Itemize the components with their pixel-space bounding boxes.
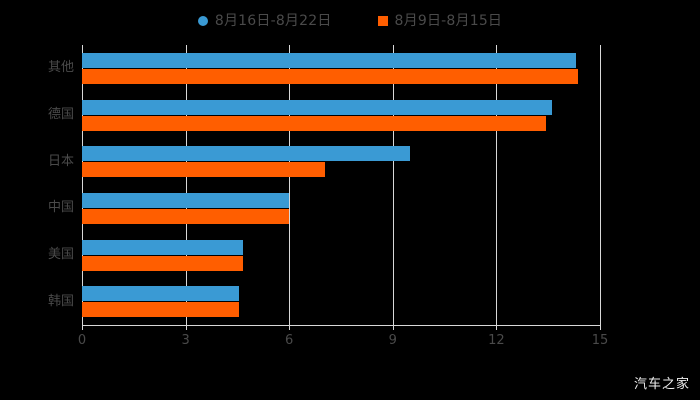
- x-tick-5: [600, 325, 601, 330]
- bar-0-series-0[interactable]: [82, 52, 576, 68]
- x-axis-label-3: 9: [388, 333, 397, 348]
- y-axis-label-3: 中国: [47, 200, 74, 216]
- legend-item-0[interactable]: 8月16日-8月22日: [197, 13, 332, 29]
- bar-3-series-1[interactable]: [82, 208, 290, 224]
- y-axis-label-0: 其他: [47, 60, 74, 76]
- bar-group-3: [82, 192, 600, 224]
- x-axis-ticks: [82, 325, 601, 331]
- x-tick-3: [392, 325, 394, 330]
- bar-2-series-1[interactable]: [82, 162, 326, 178]
- legend-label-1: 8月9日-8月15日: [394, 13, 503, 29]
- x-tick-4: [496, 325, 498, 330]
- gridline-4: [496, 45, 498, 325]
- y-axis-label-5: 韩国: [47, 293, 74, 309]
- gridline-2: [289, 45, 291, 325]
- y-axis-label-1: 德国: [47, 107, 74, 122]
- bar-5-series-1[interactable]: [82, 302, 240, 318]
- x-tick-2: [289, 325, 291, 330]
- watermark: 汽车之家: [633, 377, 690, 392]
- bar-1-series-1[interactable]: [82, 115, 547, 131]
- x-tick-1: [185, 325, 187, 330]
- bar-4-series-0[interactable]: [82, 239, 243, 255]
- x-axis-line: [82, 325, 601, 326]
- gridline-3: [392, 45, 394, 325]
- plot-area: [82, 45, 601, 325]
- bar-group-4: [82, 239, 600, 271]
- bar-3-series-0[interactable]: [82, 192, 290, 208]
- y-axis-label-4: 美国: [47, 247, 74, 262]
- chart-legend: 8月16日-8月22日 8月9日-8月15日: [0, 8, 700, 34]
- x-axis-label-5: 15: [591, 333, 609, 348]
- gridline-5: [600, 45, 601, 325]
- x-axis-label-0: 0: [77, 333, 87, 348]
- gridline-0: [82, 45, 83, 325]
- x-tick-0: [82, 325, 83, 330]
- bar-groups: [82, 45, 600, 325]
- gridlines: [82, 45, 601, 325]
- bar-0-series-1[interactable]: [82, 68, 578, 84]
- x-axis-label-1: 3: [181, 333, 190, 348]
- bar-group-1: [82, 99, 600, 131]
- gridline-1: [185, 45, 187, 325]
- bar-2-series-0[interactable]: [82, 146, 411, 162]
- x-axis-label-4: 12: [488, 333, 505, 348]
- bar-group-2: [82, 146, 600, 178]
- bar-5-series-0[interactable]: [82, 286, 240, 302]
- y-axis-label-2: 日本: [47, 153, 74, 169]
- legend-item-1[interactable]: 8月9日-8月15日: [377, 13, 503, 29]
- square-marker-icon: [377, 16, 388, 26]
- x-axis-labels: 0 3 6 9 12 15: [0, 334, 700, 350]
- bar-group-5: [82, 286, 600, 318]
- bar-1-series-0[interactable]: [82, 99, 552, 115]
- bar-group-0: [82, 52, 600, 84]
- x-axis-label-2: 6: [285, 333, 294, 348]
- bar-4-series-1[interactable]: [82, 255, 243, 271]
- circle-marker-icon: [197, 16, 208, 26]
- legend-label-0: 8月16日-8月22日: [214, 13, 332, 29]
- y-axis-labels: 其他德国日本中国美国韩国: [0, 45, 74, 325]
